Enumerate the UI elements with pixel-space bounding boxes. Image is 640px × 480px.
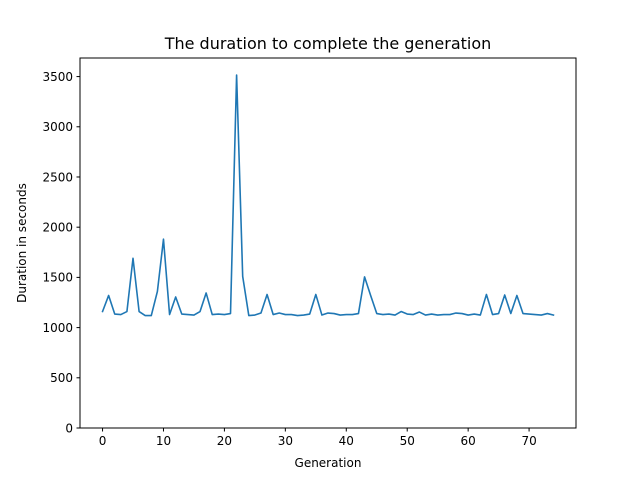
x-tick-label: 60 <box>461 434 476 448</box>
data-layer <box>101 74 555 317</box>
y-tick-label: 0 <box>65 421 73 435</box>
x-tick-label: 0 <box>99 434 107 448</box>
y-tick-label: 1500 <box>42 271 73 285</box>
x-tick-label: 30 <box>278 434 293 448</box>
y-tick-label: 3000 <box>42 120 73 134</box>
x-tick-label: 40 <box>339 434 354 448</box>
y-tick-label: 1000 <box>42 321 73 335</box>
x-tick-label: 10 <box>156 434 171 448</box>
y-tick-label: 3500 <box>42 70 73 84</box>
y-axis-label: Duration in seconds <box>15 183 29 303</box>
x-tick-label: 20 <box>217 434 232 448</box>
y-tick-label: 2000 <box>42 220 73 234</box>
axis-ticks: 0 10 20 30 40 50 60 70 0 500 1000 1500 2000 2500 3000 3… <box>42 70 536 448</box>
y-tick-label: 500 <box>50 371 73 385</box>
x-axis-label: Generation <box>295 456 362 470</box>
chart-title: The duration to complete the generation <box>164 34 492 53</box>
plot-area <box>80 58 576 428</box>
x-tick-label: 70 <box>521 434 536 448</box>
y-tick-label: 2500 <box>42 170 73 184</box>
plot-frame <box>79 57 577 429</box>
x-tick-label: 50 <box>400 434 415 448</box>
series-line <box>101 74 555 317</box>
